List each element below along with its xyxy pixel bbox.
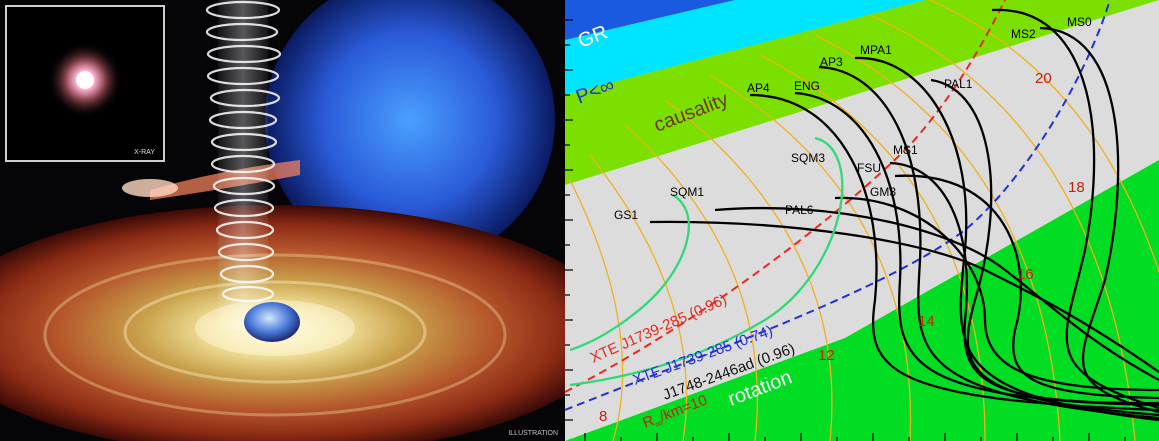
axis-ticks xyxy=(565,19,1126,441)
p-infinity-region xyxy=(565,0,925,95)
radius-label-12: 12 xyxy=(818,347,835,364)
radius-label-14: 14 xyxy=(918,313,935,330)
sqm1-curve xyxy=(569,194,690,352)
sqm-curves xyxy=(569,136,844,387)
causality-region xyxy=(565,0,1159,185)
eos-label-ms2: MS2 xyxy=(1011,27,1036,41)
jet-coils xyxy=(205,0,282,303)
neutron-star xyxy=(244,302,300,342)
eos-label-eng: ENG xyxy=(794,79,820,93)
radius-label-8: 8 xyxy=(599,408,607,425)
eos-label-pal6: PAL6 xyxy=(785,203,814,217)
eos-labels: MS0 MS2 MPA1 AP3 PAL1 AP4 ENG SQM3 MS1 F… xyxy=(614,15,1092,222)
eos-label-ap3: AP3 xyxy=(820,55,843,69)
sqm3-curve xyxy=(569,136,844,387)
inset-label: X-RAY xyxy=(134,149,155,156)
eos-label-ms1: MS1 xyxy=(893,143,918,157)
eos-label-ms0: MS0 xyxy=(1067,15,1092,29)
eos-label-ap4: AP4 xyxy=(747,81,770,95)
radius-label-16: 16 xyxy=(1017,266,1034,283)
constraint-line-blue xyxy=(565,0,1111,411)
radius-label-20: 20 xyxy=(1035,70,1052,87)
constraint-line-red xyxy=(565,0,1006,393)
eos-label-gs1: GS1 xyxy=(614,208,638,222)
eos-label-pal1: PAL1 xyxy=(944,77,973,91)
jet xyxy=(218,0,268,330)
xray-inset: X-RAY xyxy=(5,5,165,162)
mass-radius-diagram: GR P<∞ causality rotation R∞/km=10 8 12 … xyxy=(565,0,1159,441)
eos-label-gm3: GM3 xyxy=(870,185,896,199)
eos-label-sqm1: SQM1 xyxy=(670,185,704,199)
companion-star xyxy=(265,0,555,265)
eos-label-fsu: FSU xyxy=(857,161,881,175)
rotation-region xyxy=(565,160,1159,441)
illustration-credit: ILLUSTRATION xyxy=(508,430,558,437)
radius-label-18: 18 xyxy=(1068,179,1085,196)
eos-curves xyxy=(649,8,1159,422)
eos-label-sqm3: SQM3 xyxy=(791,151,825,165)
accretion-illustration: X-RAY ILLUSTRATION xyxy=(0,0,565,441)
eos-label-mpa1: MPA1 xyxy=(860,43,892,57)
gr-region xyxy=(565,0,735,40)
